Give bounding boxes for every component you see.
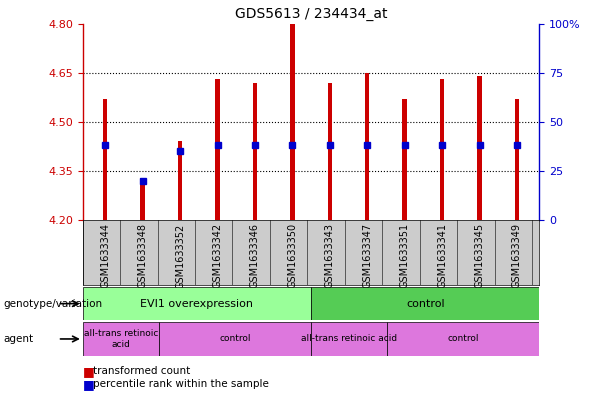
- Text: control: control: [406, 299, 444, 309]
- Text: percentile rank within the sample: percentile rank within the sample: [93, 379, 269, 389]
- Text: GSM1633343: GSM1633343: [325, 223, 335, 288]
- Text: ■: ■: [83, 378, 94, 391]
- Text: GSM1633348: GSM1633348: [138, 223, 148, 288]
- Text: GSM1633344: GSM1633344: [100, 223, 110, 288]
- Bar: [311, 322, 387, 356]
- Text: GSM1633342: GSM1633342: [213, 223, 223, 288]
- Text: agent: agent: [3, 334, 33, 344]
- Bar: [215, 79, 220, 220]
- Text: GSM1633351: GSM1633351: [400, 223, 409, 288]
- Text: GSM1633346: GSM1633346: [250, 223, 260, 288]
- Text: GSM1633352: GSM1633352: [175, 223, 185, 288]
- Bar: [515, 99, 519, 220]
- Bar: [83, 322, 159, 356]
- Text: transformed count: transformed count: [93, 366, 191, 376]
- Bar: [140, 178, 145, 220]
- Bar: [365, 73, 370, 220]
- Bar: [178, 141, 182, 220]
- Text: all-trans retinoic
acid: all-trans retinoic acid: [83, 329, 158, 349]
- Text: GSM1633349: GSM1633349: [512, 223, 522, 288]
- Text: control: control: [447, 334, 479, 343]
- Text: GSM1633347: GSM1633347: [362, 223, 372, 288]
- Bar: [327, 83, 332, 220]
- Bar: [478, 76, 482, 220]
- Bar: [387, 322, 539, 356]
- Bar: [159, 322, 311, 356]
- Title: GDS5613 / 234434_at: GDS5613 / 234434_at: [235, 7, 387, 21]
- Text: GSM1633350: GSM1633350: [287, 223, 297, 288]
- Text: genotype/variation: genotype/variation: [3, 299, 102, 309]
- Text: GSM1633341: GSM1633341: [437, 223, 447, 288]
- Bar: [440, 79, 444, 220]
- Bar: [103, 99, 107, 220]
- Bar: [290, 24, 295, 220]
- Bar: [403, 99, 407, 220]
- Text: ■: ■: [83, 365, 94, 378]
- Text: all-trans retinoic acid: all-trans retinoic acid: [301, 334, 397, 343]
- Text: control: control: [219, 334, 251, 343]
- Bar: [83, 287, 311, 320]
- Text: GSM1633345: GSM1633345: [474, 223, 484, 288]
- Bar: [253, 83, 257, 220]
- Text: EVI1 overexpression: EVI1 overexpression: [140, 299, 253, 309]
- Bar: [311, 287, 539, 320]
